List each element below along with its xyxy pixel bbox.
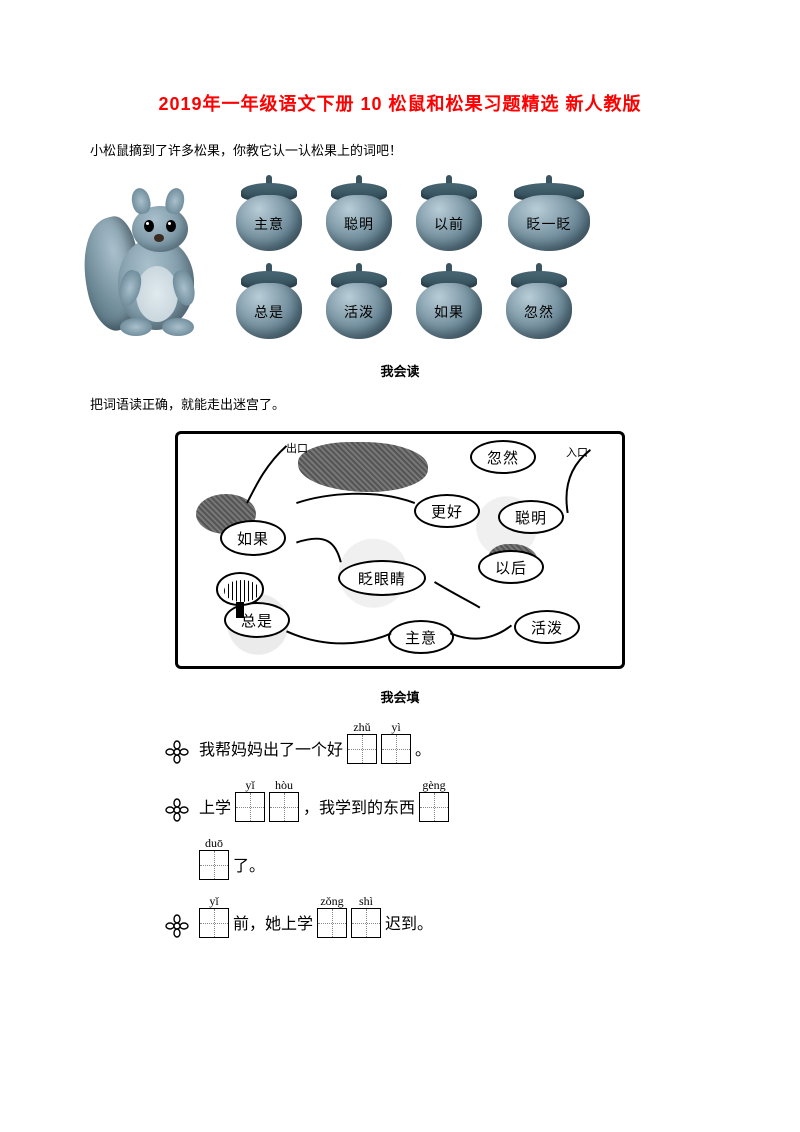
fill-line: 我帮妈妈出了一个好 zhǔ yì 。: [165, 720, 635, 764]
fill-text: 上学: [199, 794, 231, 822]
acorn-section: 主意 聪明 以前 眨一眨 总是 活泼 如果 忽然: [90, 177, 710, 343]
fill-line: duō 了。: [165, 836, 635, 880]
flower-icon: [165, 914, 189, 938]
tian-box[interactable]: [317, 908, 347, 938]
fill-line: 上学 yǐ hòu ，我学到的东西 gèng: [165, 778, 635, 822]
pinyin: yǐ: [245, 778, 254, 792]
fill-text: 前，她上学: [233, 910, 313, 938]
maze-illustration: 出口 入口 忽然 如果 更好 聪明 眨眼睛 以后 总是 主意 活泼: [175, 431, 625, 669]
fill-text: ，我学到的东西: [303, 794, 415, 822]
fill-line: yǐ 前，她上学 zǒng shì 迟到。: [165, 894, 635, 938]
acorn-word: 主意: [230, 177, 308, 255]
tian-box[interactable]: [269, 792, 299, 822]
acorn-word: 聪明: [320, 177, 398, 255]
section-fill-label: 我会填: [90, 687, 710, 706]
pinyin: zhǔ: [353, 720, 370, 734]
squirrel-illustration: [90, 180, 220, 340]
intro-text: 小松鼠摘到了许多松果，你教它认一认松果上的词吧！: [90, 140, 710, 159]
tian-box[interactable]: [347, 734, 377, 764]
pinyin: hòu: [275, 778, 293, 792]
pinyin: shì: [359, 894, 373, 908]
maze-intro: 把词语读正确，就能走出迷宫了。: [90, 394, 710, 413]
acorn-word: 活泼: [320, 265, 398, 343]
flower-icon: [165, 740, 189, 764]
tian-box[interactable]: [381, 734, 411, 764]
pinyin: yǐ: [209, 894, 218, 908]
acorn-word: 忽然: [500, 265, 578, 343]
pinyin: gèng: [422, 778, 445, 792]
section-read-label: 我会读: [90, 361, 710, 380]
fill-text: 。: [415, 736, 431, 764]
tian-box[interactable]: [419, 792, 449, 822]
acorn-word: 如果: [410, 265, 488, 343]
tian-box[interactable]: [351, 908, 381, 938]
fill-section: 我帮妈妈出了一个好 zhǔ yì 。 上学 yǐ hòu ，我学到的东西 gèn…: [165, 720, 635, 938]
tian-box[interactable]: [235, 792, 265, 822]
tian-box[interactable]: [199, 850, 229, 880]
fill-text: 我帮妈妈出了一个好: [199, 736, 343, 764]
page-title: 2019年一年级语文下册 10 松鼠和松果习题精选 新人教版: [90, 90, 710, 116]
pinyin: yì: [391, 720, 400, 734]
flower-icon: [165, 798, 189, 822]
acorn-word: 以前: [410, 177, 488, 255]
fill-text: 了。: [233, 852, 265, 880]
tian-box[interactable]: [199, 908, 229, 938]
acorn-word: 眨一眨: [500, 177, 598, 255]
fill-text: 迟到。: [385, 910, 433, 938]
acorn-word: 总是: [230, 265, 308, 343]
pinyin: duō: [205, 836, 223, 850]
pinyin: zǒng: [320, 894, 343, 908]
